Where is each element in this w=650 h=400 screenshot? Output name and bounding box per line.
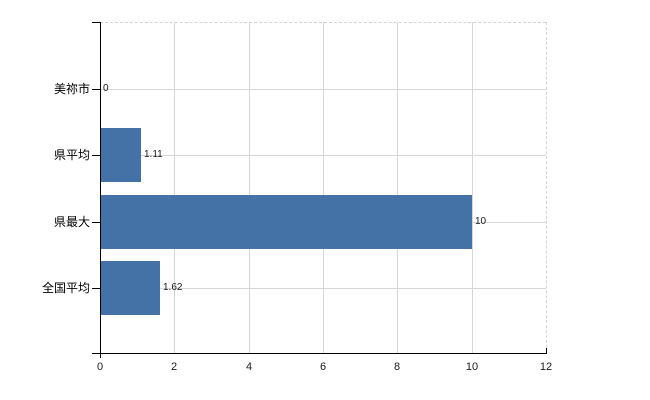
x-tick-label-3: 6 [319,361,327,373]
data-label-1: 1.11 [144,149,163,160]
bar-2 [101,195,472,249]
x-tick-label-5: 10 [465,361,479,373]
category-label-2: 県最大 [53,215,90,229]
bar-1 [101,128,141,182]
x-gridline [323,22,324,353]
category-label-1: 県平均 [53,148,90,162]
x-tick-label-0: 0 [96,361,104,373]
y-axis-top-cap-tick [92,22,100,23]
data-label-2: 10 [475,216,487,227]
category-tick [92,288,100,289]
category-tick [92,89,100,90]
y-gridline [100,288,546,289]
y-axis-line [100,22,101,358]
x-gridline [248,22,250,353]
x-axis-right-cap-tick [546,348,547,354]
x-tick-label-1: 2 [170,361,178,373]
x-gridline [174,22,176,353]
y-gridline [100,89,546,90]
category-tick [92,155,100,156]
category-label-3: 全国平均 [41,281,90,295]
category-label-0: 美祢市 [53,82,90,96]
category-tick [92,222,100,223]
x-tick-label-2: 4 [245,361,253,373]
data-label-3: 1.62 [163,282,183,293]
y-gridline [100,155,546,156]
data-label-0: 0 [103,83,109,94]
plot-border-right [546,22,547,353]
x-gridline [471,22,473,353]
x-tick-label-4: 8 [393,361,401,373]
x-axis-line [92,353,546,354]
bar-3 [101,261,160,315]
x-tick-label-6: 12 [539,361,553,373]
x-gridline [397,22,399,353]
